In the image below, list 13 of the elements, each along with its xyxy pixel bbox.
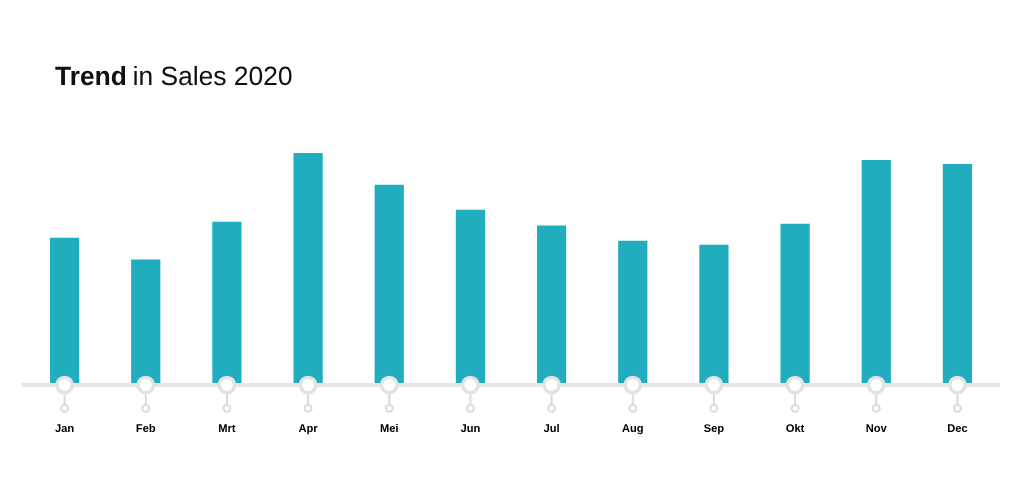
x-tick-label: Aug (622, 424, 643, 435)
x-tick-label: Apr (298, 424, 318, 435)
x-tick-label: Jun (460, 424, 480, 433)
x-tick-label: Dec (947, 424, 968, 433)
x-tick-label: Jul (543, 423, 559, 433)
chart-title: Trend in Sales 2020 (55, 65, 292, 86)
x-tick-label: Nov (866, 424, 887, 433)
x-tick-label: Mrt (219, 424, 236, 433)
x-tick-label: Okt (786, 423, 805, 433)
x-tick-label: Jan (55, 424, 74, 433)
x-tick-label: Sep (704, 424, 724, 435)
x-tick-label: Feb (136, 423, 156, 433)
x-tick-label: Mei (380, 423, 398, 433)
